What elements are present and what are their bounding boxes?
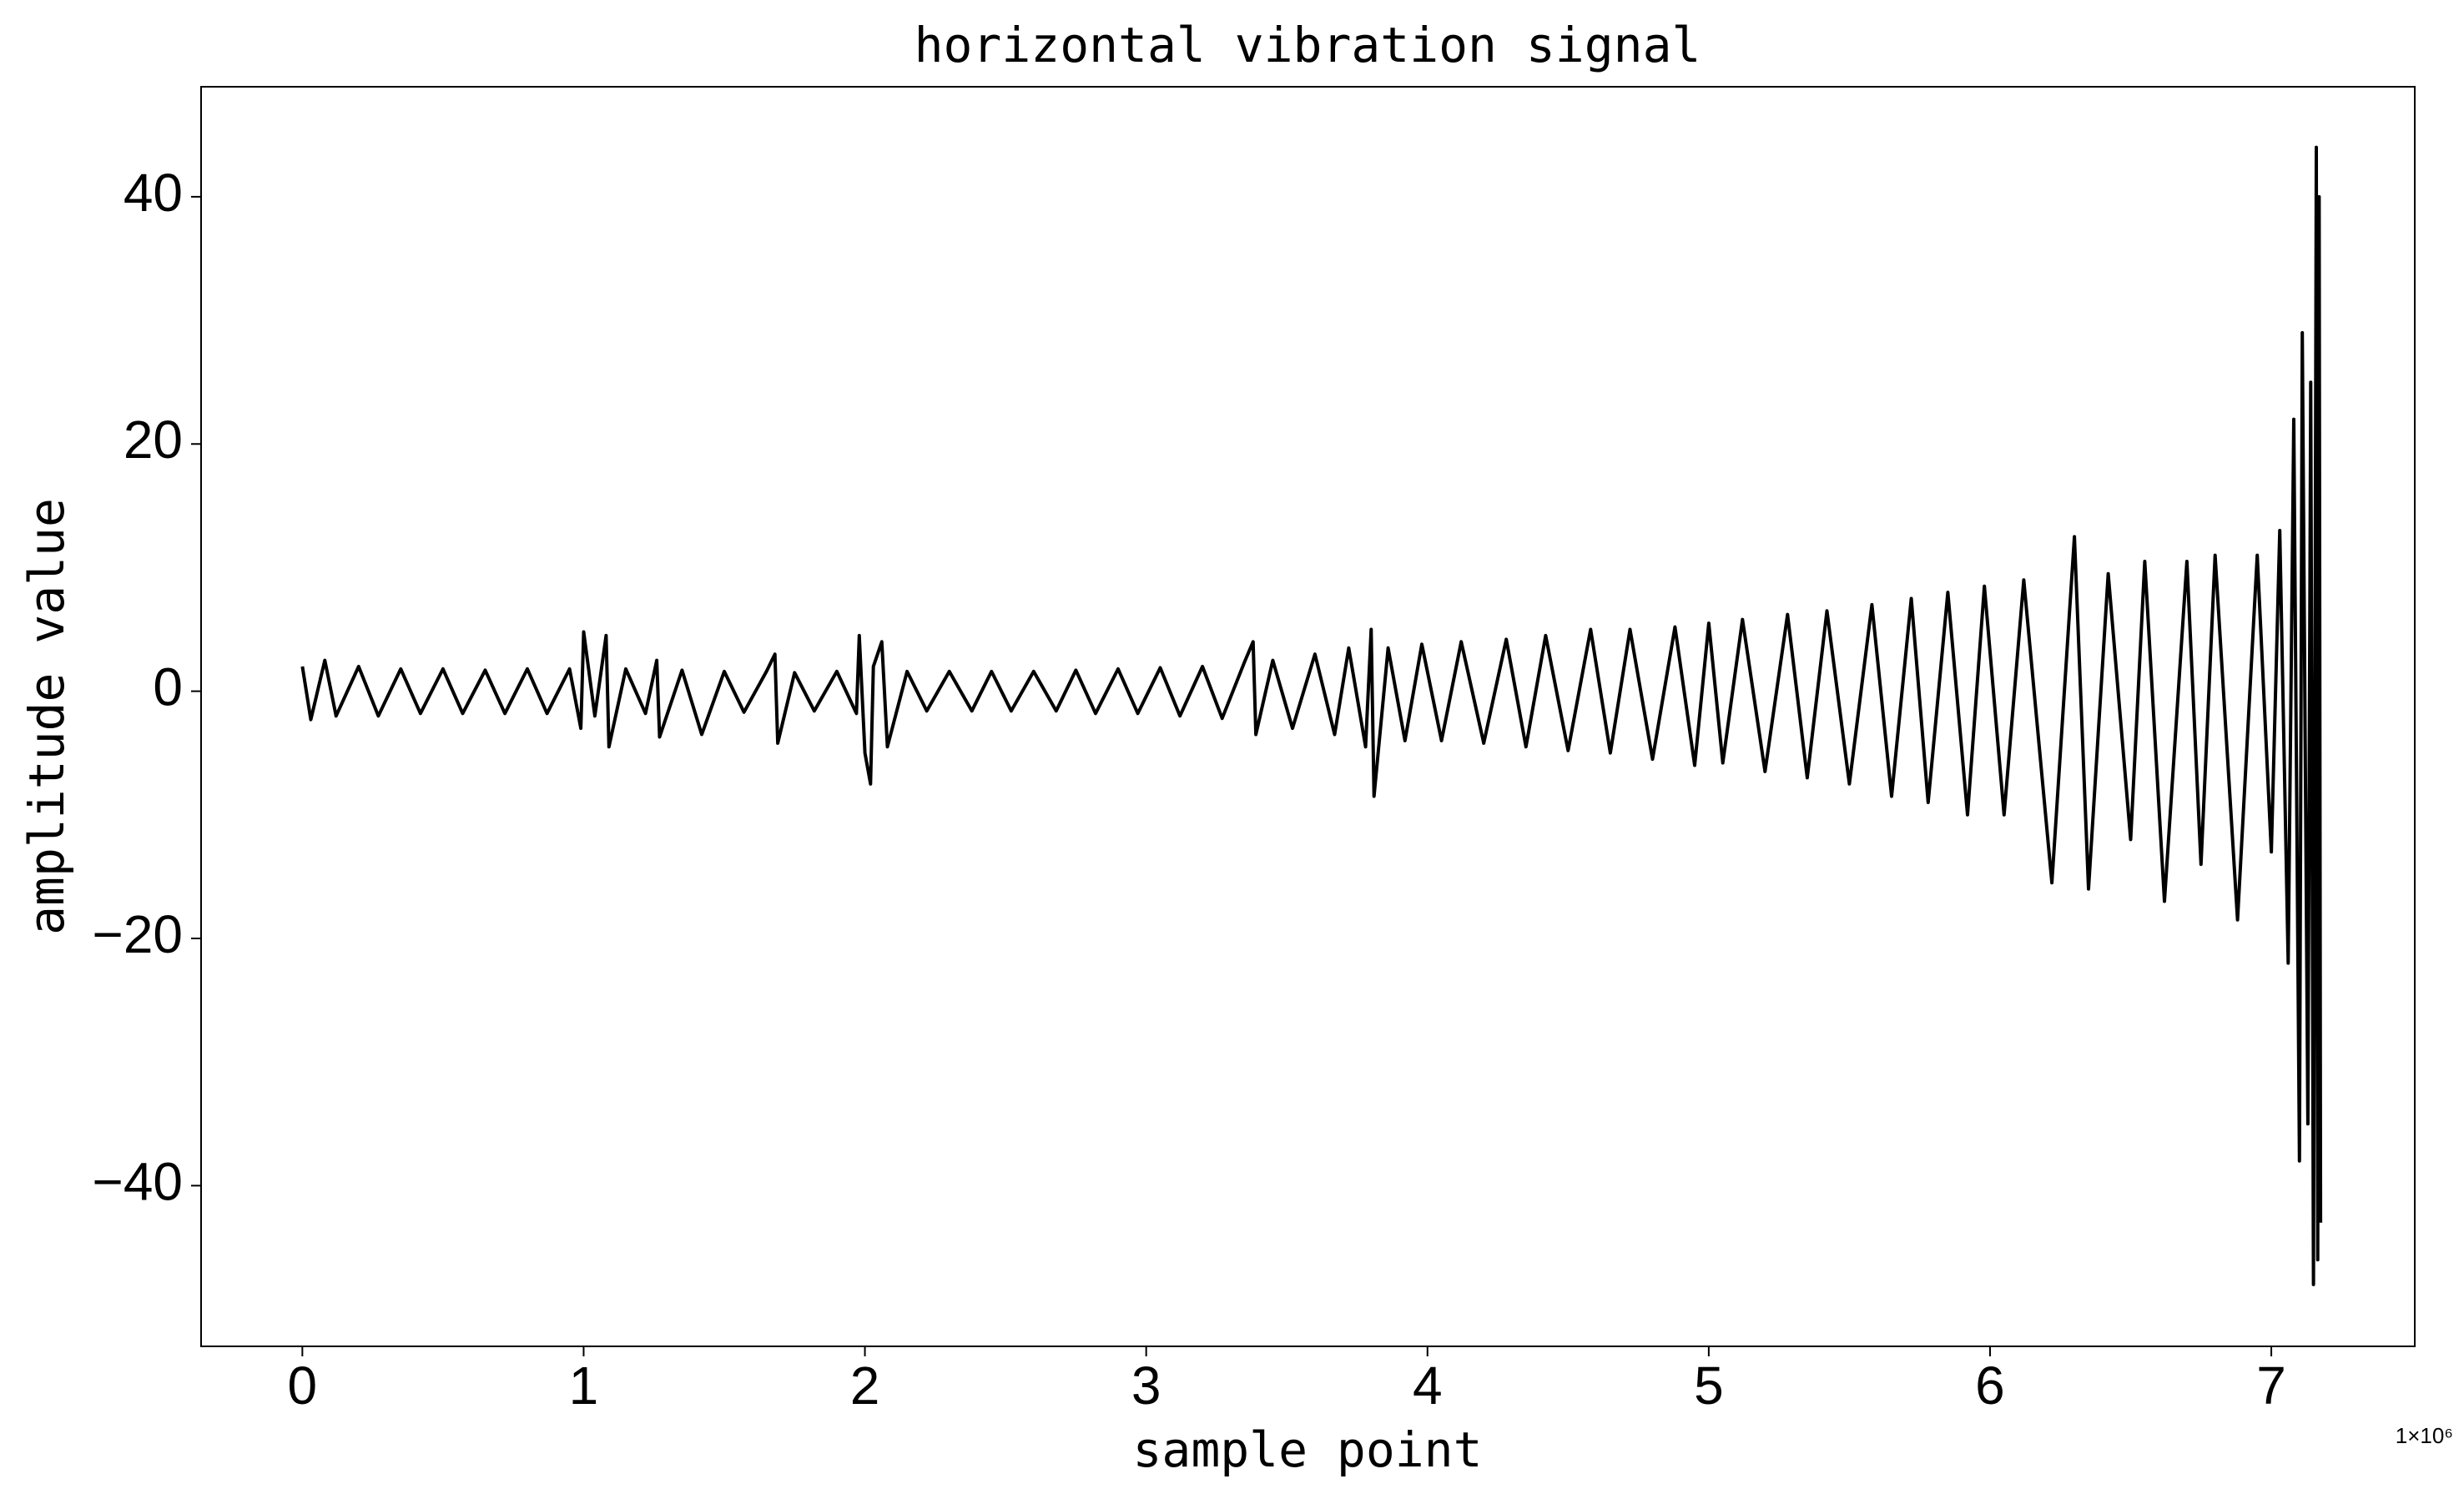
plot-frame <box>200 86 2416 1347</box>
x-offset-label: 1×10⁶ <box>2396 1423 2453 1448</box>
x-tick-label: 4 <box>1413 1356 1443 1416</box>
x-tick-label: 7 <box>2256 1356 2286 1416</box>
y-tick-label: −20 <box>92 904 183 964</box>
x-tick-label: 3 <box>1131 1356 1161 1416</box>
x-axis-label: sample point <box>1132 1421 1482 1478</box>
signal-line <box>300 145 2323 1286</box>
y-tick-label: −40 <box>92 1151 183 1211</box>
chart-title: horizontal vibration signal <box>915 17 1701 73</box>
y-tick-label: 40 <box>123 163 183 223</box>
x-tick-label: 1 <box>569 1356 599 1416</box>
y-axis-label: amplitude value <box>18 498 75 935</box>
x-tick-label: 0 <box>288 1356 318 1416</box>
x-tick-label: 2 <box>850 1356 880 1416</box>
x-tick-label: 6 <box>1975 1356 2005 1416</box>
y-tick-label: 0 <box>153 657 183 717</box>
y-tick-label: 20 <box>123 410 183 470</box>
x-tick-label: 5 <box>1694 1356 1724 1416</box>
